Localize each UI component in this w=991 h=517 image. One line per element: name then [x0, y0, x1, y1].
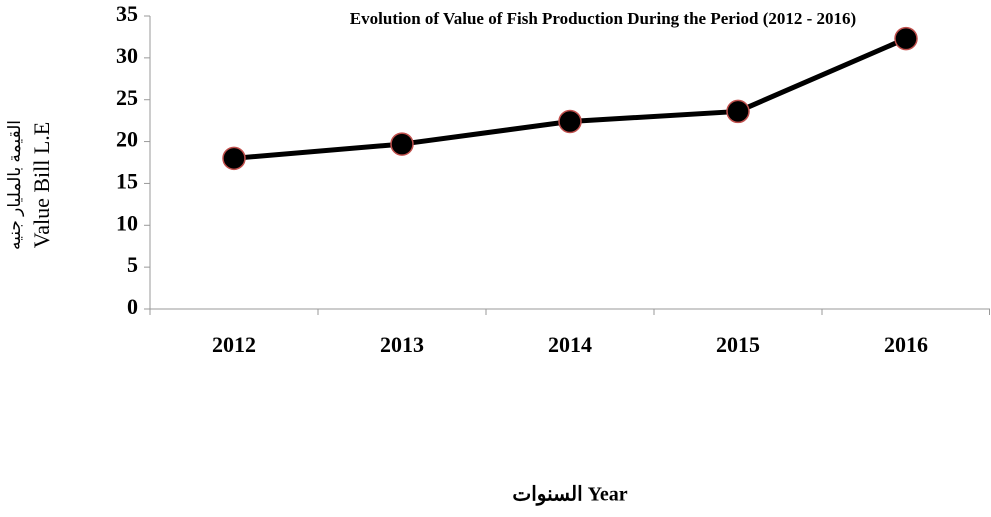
y-tick-label: 20 [116, 127, 138, 152]
y-tick-label: 10 [116, 210, 138, 235]
marker [558, 109, 582, 134]
y-axis-label: Value Bill L.E [29, 122, 54, 248]
x-tick-label: 2012 [212, 332, 256, 357]
y-tick-label: 25 [116, 85, 138, 110]
x-axis-label: السنوات Year [512, 484, 627, 507]
y-tick-label: 5 [127, 252, 138, 277]
marker [222, 146, 246, 171]
x-tick-label: 2014 [548, 332, 592, 357]
marker [726, 99, 750, 124]
x-tick-label: 2013 [380, 332, 424, 357]
y-tick-label: 35 [116, 1, 138, 26]
y-tick-label: 0 [127, 294, 138, 319]
y-tick-label: 30 [116, 43, 138, 68]
x-tick-label: 2016 [884, 332, 928, 357]
line [233, 36, 907, 161]
x-tick-label: 2015 [716, 332, 760, 357]
marker [390, 132, 414, 156]
marker [894, 26, 918, 51]
y-tick-label: 15 [116, 168, 138, 193]
y-axis-label: القيمة بالمليار جنيه [5, 120, 25, 250]
chart-title: Evolution of Value of Fish Production Du… [350, 9, 856, 28]
